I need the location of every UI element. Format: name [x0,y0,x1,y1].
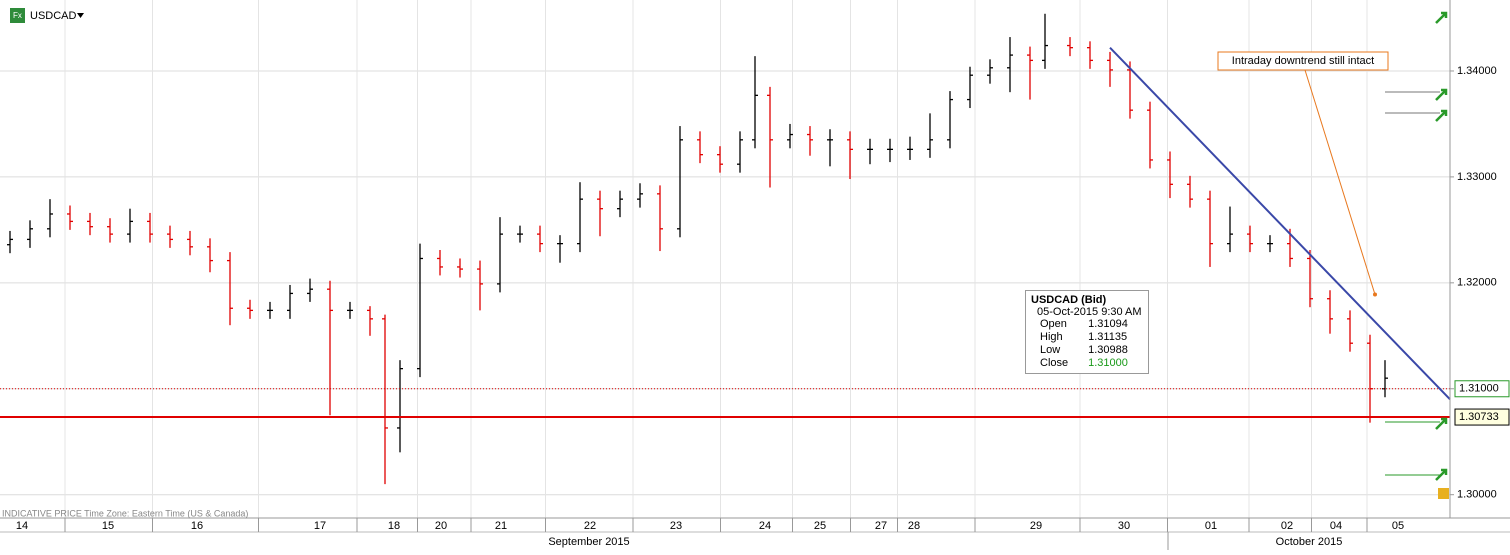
footer-note: INDICATIVE PRICE Time Zone: Eastern Time… [2,508,248,518]
x-tick-label: 22 [584,520,596,532]
annotation-pointer [1304,69,1376,295]
x-tick-label: 02 [1281,520,1293,532]
scroll-icon[interactable] [1438,488,1449,499]
x-tick-label: 27 [875,520,887,532]
annotation-text: Intraday downtrend still intact [1232,55,1374,67]
price-level-box [1454,380,1510,398]
x-tick-label: 21 [495,520,507,532]
tooltip-value: 1.31000 [1088,357,1128,369]
fx-icon[interactable] [10,8,25,23]
tooltip-value: 1.31135 [1088,331,1128,343]
x-tick-label: 17 [314,520,326,532]
symbol[interactable]: USDCAD [30,10,77,22]
overlays: Intraday downtrend still intact [0,46,1451,419]
price-level-label: 1.30733 [1459,411,1499,423]
fx-icon-text: Fx [13,11,22,20]
x-tick-label: 20 [435,520,447,532]
tooltip-row: Close 1.31000 [1037,357,1128,370]
x-tick-label: 24 [759,520,771,532]
month-label: October 2015 [1276,536,1343,548]
alert-lines [1385,91,1440,476]
y-tick-label: 1.32000 [1457,277,1497,289]
y-tick-label: 1.33000 [1457,171,1497,183]
tooltip-table: Open 1.31094 High 1.31135 Low 1.30988 Close 1.3… [1037,318,1128,370]
tooltip-label: High [1040,331,1063,343]
tooltip-value: 1.30988 [1088,344,1128,356]
alert-icons[interactable] [1435,11,1448,481]
price-level-label: 1.31000 [1459,383,1499,395]
x-tick-label: 16 [191,520,203,532]
tooltip-value: 1.31094 [1088,318,1128,330]
tooltip-title: USDCAD (Bid) [1031,294,1107,306]
tooltip-label: Low [1040,344,1061,356]
price-level-box [1454,408,1510,426]
annotation-box [1217,51,1389,71]
month-label: September 2015 [548,536,629,548]
x-tick-label: 01 [1205,520,1217,532]
tooltip: USDCAD (Bid) 05-Oct-2015 9:30 AM Open 1.3… [1025,290,1149,374]
x-tick-label: 23 [670,520,682,532]
annotation-anchor [1373,292,1377,297]
x-tick-label: 05 [1392,520,1404,532]
tooltip-label: Open [1040,318,1067,330]
tooltip-row: High 1.31135 [1037,331,1128,344]
tooltip-label: Close [1040,357,1069,369]
y-tick-label: 1.34000 [1457,65,1497,77]
x-tick-label: 04 [1330,520,1342,532]
x-tick-label: 15 [102,520,114,532]
tooltip-row: Open 1.31094 [1037,318,1128,331]
x-tick-label: 29 [1030,520,1042,532]
grid [0,0,1450,518]
x-tick-label: 25 [814,520,826,532]
tooltip-row: Low 1.30988 [1037,344,1128,357]
x-tick-label: 30 [1118,520,1130,532]
price-bars [7,13,1388,485]
y-tick-label: 1.30000 [1457,489,1497,501]
trendline [1109,46,1451,401]
x-tick-label: 28 [908,520,920,532]
tooltip-time: 05-Oct-2015 9:30 AM [1037,306,1142,318]
x-tick-label: 14 [16,520,28,532]
x-tick-label: 18 [388,520,400,532]
symbol-dropdown[interactable] [77,13,84,18]
